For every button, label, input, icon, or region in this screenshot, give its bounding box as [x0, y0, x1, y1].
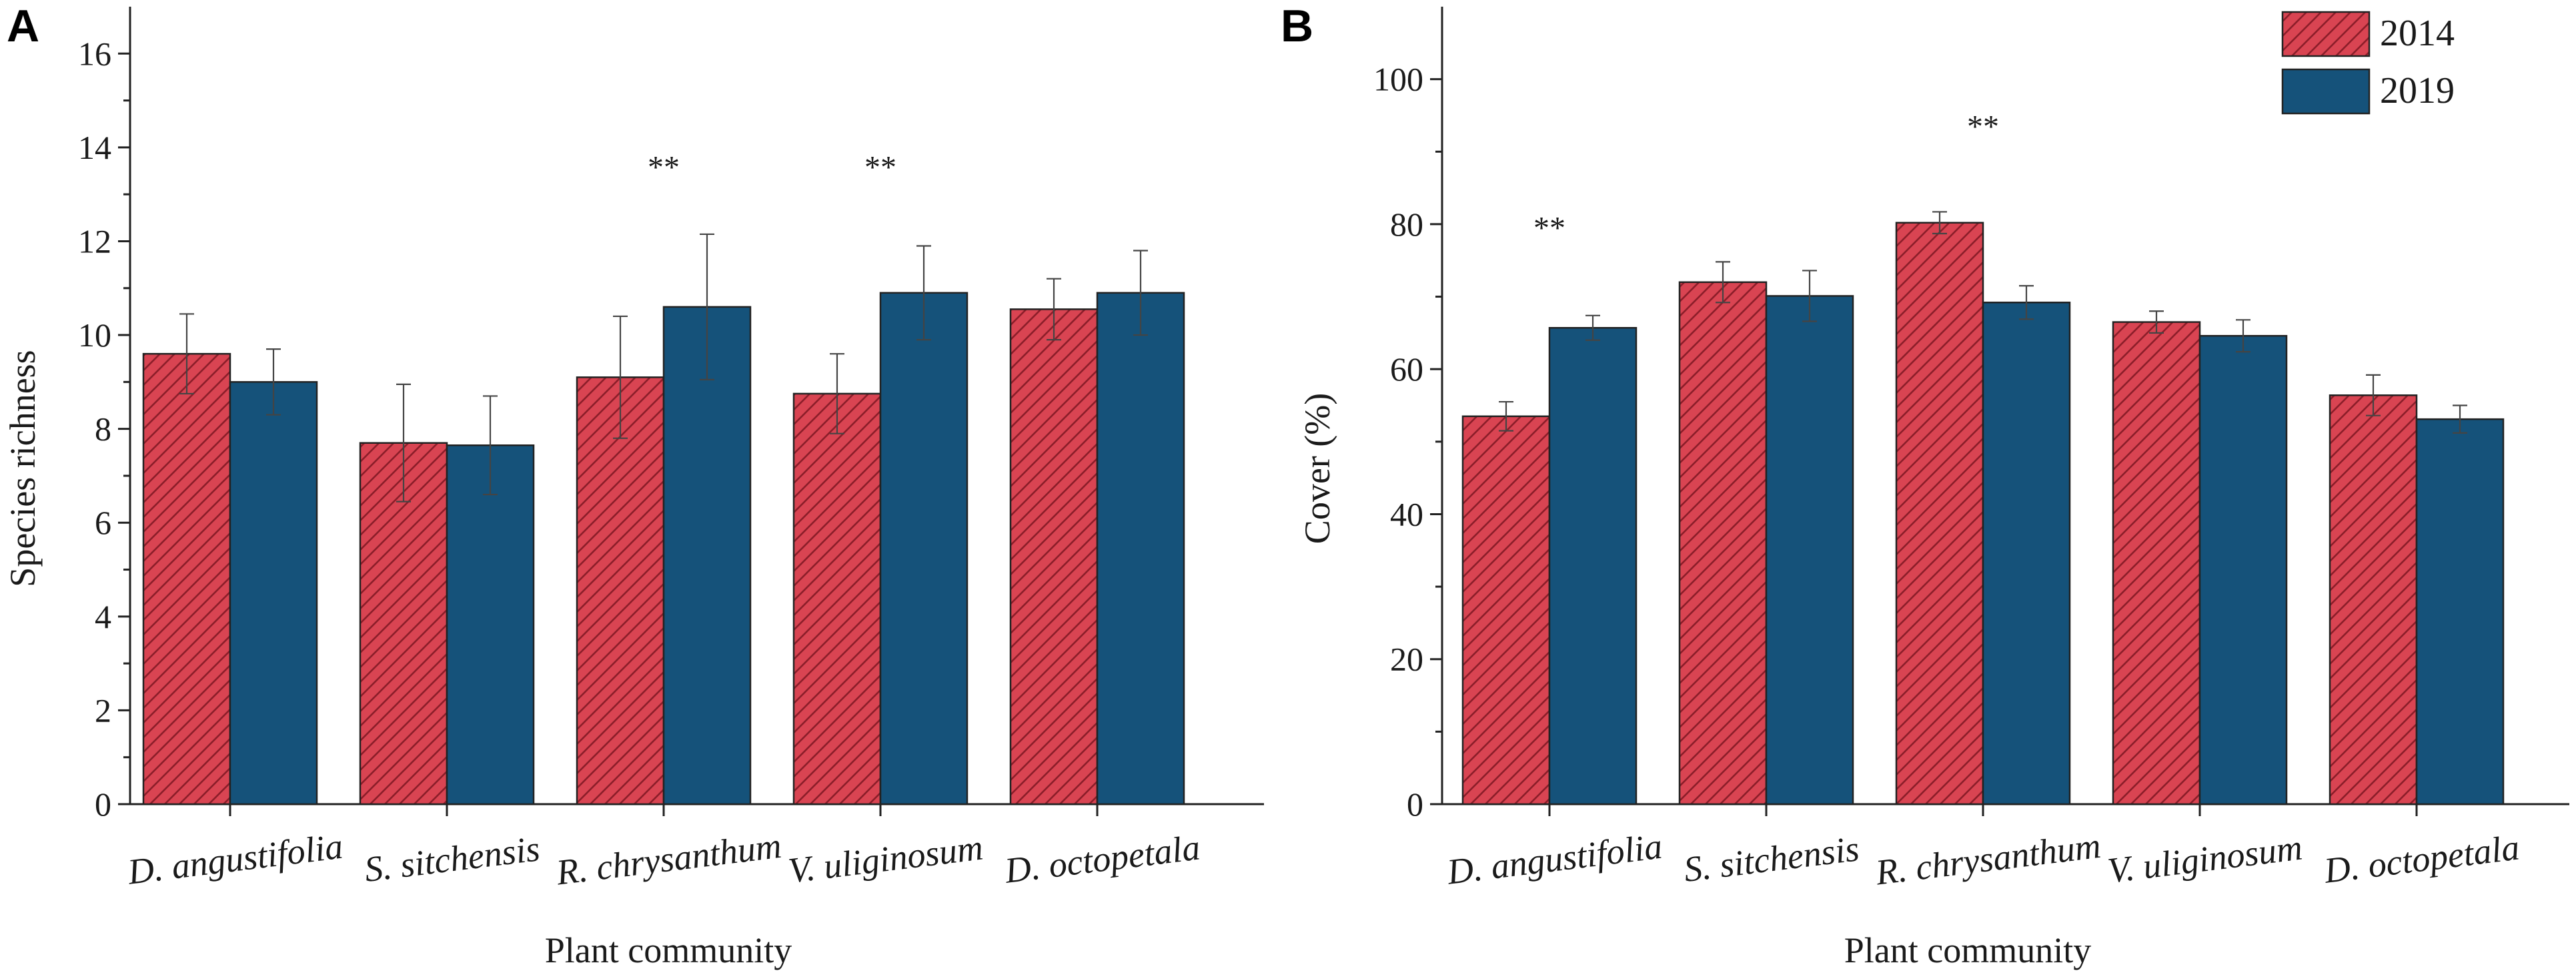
panel-b-category-labels: D. angustifolia S. sitchensis R. chrysanth… — [1444, 826, 2521, 893]
panel-b-annotations: ** ** — [1533, 109, 1999, 246]
legend-label-2014: 2014 — [2380, 13, 2455, 54]
error-bar-v-uliginosum-2014 — [2149, 310, 2164, 334]
x-category-label: D. octopetala — [2321, 827, 2521, 890]
x-category-label: D. angustifolia — [125, 826, 345, 892]
bar-d-octopetala-2019 — [1096, 292, 1185, 805]
y-tick-label: 100 — [1373, 61, 1423, 98]
panel-b: B 0 20 40 60 80 100 ** ** D. angustifolia S. si… — [1281, 1, 2569, 970]
legend-swatch-2019 — [2281, 68, 2371, 115]
bar-r-chrysanthum-2014 — [576, 376, 665, 805]
legend-swatch-2014 — [2281, 11, 2371, 57]
x-category-label: V. uliginosum — [786, 828, 985, 891]
bar-v-uliginosum-2019 — [2198, 334, 2288, 805]
y-tick-label: 12 — [78, 222, 111, 260]
error-bar-d-angustifolia-2019 — [1585, 314, 1600, 341]
panel-a-annotations: ** ** — [648, 150, 896, 186]
bar-s-sitchensis-2014 — [1678, 281, 1768, 805]
bar-r-chrysanthum-2014 — [1895, 222, 1984, 805]
panel-b-bars — [1461, 222, 2505, 805]
error-bar-d-octopetala-2019 — [2453, 404, 2467, 434]
error-bar-r-chrysanthum-2014 — [613, 315, 628, 439]
x-category-label: V. uliginosum — [2106, 828, 2305, 891]
error-bar-s-sitchensis-2014 — [396, 383, 411, 503]
panel-a-bars — [142, 292, 1185, 805]
significance-marker: ** — [1533, 211, 1565, 246]
panel-b-letter: B — [1281, 1, 1313, 51]
significance-marker: ** — [648, 150, 680, 186]
bar-r-chrysanthum-2019 — [1982, 301, 2071, 805]
panel-a-category-labels: D. angustifolia S. sitchensis R. chrysanth… — [125, 826, 1202, 893]
error-bar-s-sitchensis-2019 — [1802, 270, 1817, 322]
panel-a-letter: A — [7, 1, 39, 51]
y-tick-label: 10 — [78, 316, 111, 354]
y-tick-label: 60 — [1390, 350, 1423, 388]
significance-marker: ** — [864, 150, 896, 186]
bar-s-sitchensis-2014 — [359, 442, 448, 805]
bar-d-angustifolia-2014 — [142, 352, 231, 805]
x-category-label: R. chrysanthum — [554, 826, 784, 893]
panel-b-y-axis-title: Cover (%) — [1297, 393, 1337, 544]
bar-d-octopetala-2014 — [2329, 394, 2418, 805]
error-bar-d-angustifolia-2014 — [179, 313, 194, 395]
y-tick-label: 0 — [95, 785, 111, 823]
y-tick-label: 80 — [1390, 206, 1423, 243]
y-tick-label: 16 — [78, 35, 111, 72]
error-bar-r-chrysanthum-2019 — [700, 233, 714, 380]
error-bar-r-chrysanthum-2014 — [1932, 211, 1947, 235]
error-bar-r-chrysanthum-2019 — [2019, 285, 2034, 320]
error-bar-d-angustifolia-2014 — [1499, 400, 1513, 432]
y-tick-label: 14 — [78, 129, 111, 166]
bar-s-sitchensis-2019 — [446, 444, 535, 805]
bar-d-angustifolia-2019 — [1548, 327, 1638, 805]
legend-label-2019: 2019 — [2380, 70, 2455, 111]
bar-d-octopetala-2014 — [1009, 308, 1099, 805]
error-bar-v-uliginosum-2019 — [916, 245, 931, 341]
y-tick-label: 6 — [95, 504, 111, 541]
y-tick-label: 8 — [95, 410, 111, 448]
panel-b-error-bars — [1499, 211, 2467, 434]
legend: 2014 2019 — [2281, 11, 2455, 115]
bar-d-octopetala-2019 — [2415, 418, 2505, 805]
error-bar-s-sitchensis-2014 — [1716, 261, 1730, 304]
panel-a-x-axis-title: Plant community — [545, 930, 792, 970]
error-bar-d-octopetala-2014 — [2366, 374, 2381, 416]
x-category-label: R. chrysanthum — [1873, 826, 2103, 893]
panel-a-y-axis-title: Species richness — [3, 350, 43, 587]
y-tick-label: 2 — [95, 691, 111, 729]
bar-v-uliginosum-2014 — [2112, 321, 2201, 805]
error-bar-d-octopetala-2019 — [1133, 250, 1148, 336]
x-category-label: D. octopetala — [1002, 827, 1202, 890]
bar-r-chrysanthum-2019 — [662, 306, 752, 805]
y-tick-label: 20 — [1390, 641, 1423, 678]
panel-a-axes: 0 2 4 6 8 10 12 14 16 — [78, 7, 1264, 823]
bar-d-angustifolia-2019 — [229, 381, 318, 805]
error-bar-d-octopetala-2014 — [1047, 278, 1061, 341]
panel-a: A 0 2 4 6 8 10 12 14 16 ** ** D. angustifolia S. s… — [3, 1, 1264, 970]
error-bar-v-uliginosum-2014 — [830, 353, 844, 434]
x-category-label: S. sitchensis — [1682, 828, 1861, 890]
x-category-label: D. angustifolia — [1444, 826, 1664, 892]
error-bar-s-sitchensis-2019 — [483, 395, 498, 496]
bar-s-sitchensis-2019 — [1765, 295, 1854, 805]
error-bar-d-angustifolia-2019 — [266, 348, 281, 416]
panel-b-x-axis-title: Plant community — [1844, 930, 2092, 970]
error-bar-v-uliginosum-2019 — [2236, 319, 2250, 353]
bar-v-uliginosum-2014 — [792, 392, 882, 805]
y-tick-label: 40 — [1390, 495, 1423, 533]
significance-marker: ** — [1967, 109, 1999, 145]
y-tick-label: 0 — [1407, 785, 1423, 823]
panel-a-error-bars — [179, 233, 1148, 503]
bar-v-uliginosum-2019 — [879, 292, 969, 805]
bar-d-angustifolia-2014 — [1461, 415, 1551, 805]
x-category-label: S. sitchensis — [362, 828, 542, 890]
y-tick-label: 4 — [95, 598, 111, 635]
